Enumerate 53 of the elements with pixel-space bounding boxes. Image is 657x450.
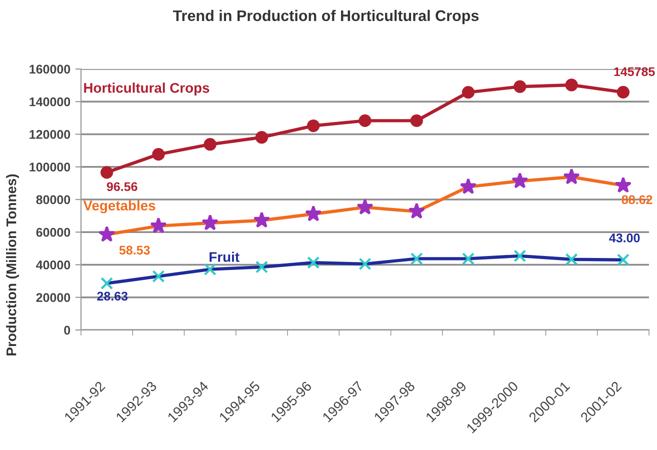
point bbox=[356, 198, 374, 215]
point bbox=[616, 86, 630, 99]
point bbox=[514, 80, 526, 93]
annotation: 88.62 bbox=[622, 195, 652, 204]
point bbox=[98, 226, 116, 242]
chart-title: Trend in Production of Horticultural Crops bbox=[172, 10, 479, 24]
point bbox=[204, 263, 216, 276]
point bbox=[462, 86, 475, 99]
point bbox=[100, 166, 114, 179]
y-tick-label: 160000 bbox=[30, 64, 70, 74]
point bbox=[255, 131, 268, 144]
y-tick-label: 80000 bbox=[36, 195, 70, 204]
series-label: Fruit bbox=[210, 252, 240, 262]
point bbox=[100, 277, 114, 290]
point bbox=[616, 254, 630, 266]
point bbox=[512, 172, 528, 188]
point bbox=[410, 114, 423, 128]
point bbox=[514, 250, 526, 262]
y-tick-label: 140000 bbox=[30, 97, 70, 106]
point bbox=[462, 252, 475, 266]
point bbox=[152, 148, 165, 161]
y-tick-label: 40000 bbox=[36, 260, 70, 270]
annotation: 96.56 bbox=[106, 182, 138, 192]
data-label: 145785 bbox=[614, 67, 655, 76]
y-tick-label: 120000 bbox=[30, 130, 70, 139]
point bbox=[408, 202, 426, 219]
point bbox=[307, 119, 320, 132]
point bbox=[410, 252, 423, 266]
point bbox=[563, 168, 580, 184]
point bbox=[614, 176, 632, 193]
y-tick-label: 0 bbox=[64, 326, 70, 335]
point bbox=[460, 178, 477, 194]
point bbox=[152, 270, 165, 283]
point bbox=[304, 205, 322, 222]
y-tick-label: 60000 bbox=[36, 228, 70, 237]
series-label: Vegetables bbox=[83, 200, 156, 214]
annotation: 58.53 bbox=[119, 246, 150, 255]
point bbox=[358, 258, 372, 270]
y-tick-label: 20000 bbox=[36, 293, 70, 302]
point bbox=[204, 138, 216, 151]
y-axis-title: Production (Million Tonnes) bbox=[6, 174, 19, 356]
y-tick-label: 100000 bbox=[30, 162, 70, 172]
point bbox=[358, 114, 372, 128]
text: Horticultural Crops bbox=[84, 82, 210, 96]
annotation: 28.63 bbox=[97, 292, 128, 301]
point bbox=[202, 214, 218, 230]
point bbox=[150, 217, 167, 234]
point bbox=[253, 212, 270, 228]
point bbox=[255, 260, 268, 274]
point bbox=[565, 253, 578, 266]
point bbox=[307, 256, 320, 269]
point bbox=[565, 78, 578, 92]
annotation: 43.00 bbox=[609, 234, 640, 242]
